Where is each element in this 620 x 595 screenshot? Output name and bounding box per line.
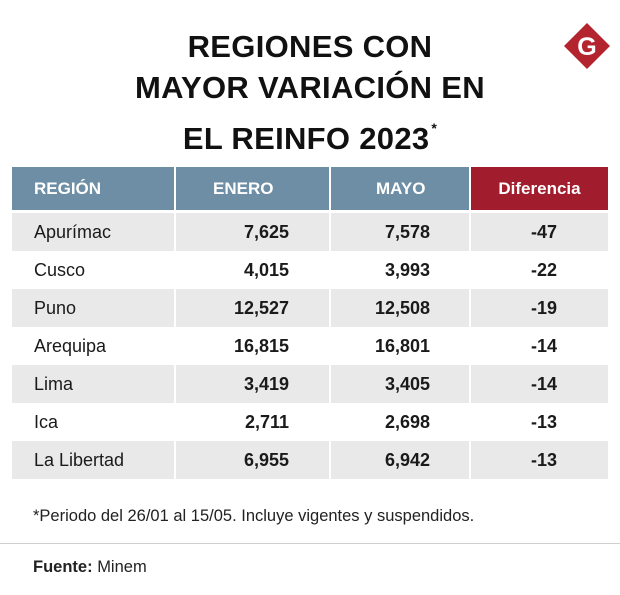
cell-diferencia: -22	[530, 259, 557, 280]
table-row: Arequipa 16,815 16,801 -14	[12, 327, 608, 365]
table-body: Apurímac 7,625 7,578 -47 Cusco 4,015 3,993 -22 P…	[12, 213, 608, 479]
cell-mayo: 16,801	[374, 335, 430, 356]
cell-diferencia: -14	[530, 335, 557, 356]
footnote: *Periodo del 26/01 al 15/05. Incluye vig…	[33, 507, 475, 525]
cell-enero: 3,419	[176, 365, 329, 403]
table-header-row: REGIÓN ENERO MAYO Diferencia	[12, 167, 608, 210]
cell-diferencia: -13	[530, 411, 557, 432]
cell-enero: 16,815	[233, 335, 289, 356]
table-row: Puno 12,527 12,508 -19	[12, 289, 608, 327]
cell-diferencia: -19	[471, 289, 608, 327]
cell-region: Apurímac	[12, 213, 174, 251]
cell-mayo: 3,993	[384, 259, 430, 280]
title-line-3-text: EL REINFO 2023	[182, 121, 430, 156]
cell-mayo: 2,698	[384, 411, 430, 432]
cell-mayo: 7,578	[331, 213, 469, 251]
title-asterisk: *	[431, 120, 438, 136]
cell-enero: 7,625	[176, 213, 329, 251]
table-row: Apurímac 7,625 7,578 -47	[12, 213, 608, 251]
table-row: Ica 2,711 2,698 -13	[12, 403, 608, 441]
cell-diferencia: -14	[471, 365, 608, 403]
cell-mayo: 12,508	[331, 289, 469, 327]
table-row: Lima 3,419 3,405 -14	[12, 365, 608, 403]
cell-region: Arequipa	[34, 335, 107, 356]
cell-mayo: 3,405	[331, 365, 469, 403]
cell-diferencia: -13	[471, 441, 608, 479]
title-line-2: MAYOR VARIACIÓN EN	[135, 70, 485, 105]
logo-letter: G	[577, 33, 596, 61]
cell-enero: 2,711	[244, 411, 289, 432]
cell-diferencia: -47	[471, 213, 608, 251]
source-value: Minem	[97, 558, 147, 576]
source-label: Fuente:	[33, 558, 93, 576]
cell-region: Puno	[12, 289, 174, 327]
column-header-enero: ENERO	[176, 167, 329, 210]
gestion-logo-icon: G	[563, 22, 611, 70]
table-row: La Libertad 6,955 6,942 -13	[12, 441, 608, 479]
column-header-region: REGIÓN	[12, 167, 174, 210]
cell-region: Ica	[34, 411, 59, 432]
cell-enero: 6,955	[176, 441, 329, 479]
column-header-diferencia: Diferencia	[471, 167, 608, 210]
column-header-mayo: MAYO	[331, 167, 469, 210]
cell-region: Lima	[12, 365, 174, 403]
cell-region: La Libertad	[12, 441, 174, 479]
table-row: Cusco 4,015 3,993 -22	[12, 251, 608, 289]
chart-title: REGIONES CON MAYOR VARIACIÓN EN EL REINF…	[0, 26, 620, 159]
cell-region: Cusco	[34, 259, 86, 280]
divider	[0, 543, 620, 544]
source-line: Fuente: Minem	[33, 558, 147, 577]
title-line-1: REGIONES CON	[187, 29, 433, 64]
title-line-3: EL REINFO 2023 *	[0, 108, 620, 159]
cell-enero: 4,015	[243, 259, 289, 280]
data-table: REGIÓN ENERO MAYO Diferencia Apurímac 7,6…	[12, 167, 608, 479]
cell-mayo: 6,942	[331, 441, 469, 479]
cell-enero: 12,527	[176, 289, 329, 327]
